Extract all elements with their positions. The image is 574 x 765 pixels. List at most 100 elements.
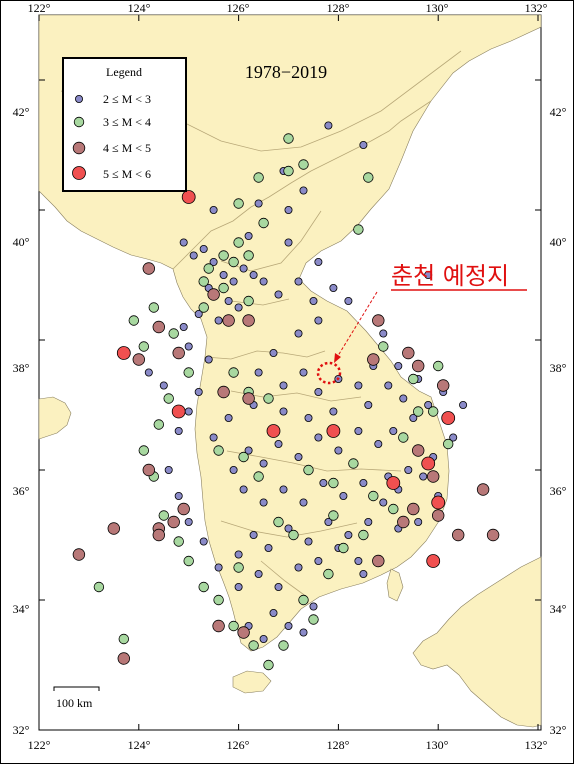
epicenter-m2 (254, 570, 263, 579)
epicenter-m2 (279, 485, 288, 494)
epicenter-m2 (384, 381, 393, 390)
epicenter-m3 (378, 341, 389, 352)
epicenter-m4 (452, 528, 465, 542)
epicenter-m2 (254, 368, 263, 377)
epicenter-m4 (242, 314, 255, 327)
epicenter-m2 (424, 400, 433, 409)
legend-marker-m4 (72, 141, 86, 155)
epicenter-m3 (173, 536, 184, 547)
epicenter-m3 (253, 471, 264, 482)
epicenter-m2 (249, 270, 258, 279)
epicenter-m2 (359, 570, 368, 579)
epicenter-m2 (159, 381, 168, 390)
epicenter-m2 (284, 238, 293, 247)
lat-label-left-40: 40° (13, 235, 30, 249)
scale-bar-label: 100 km (56, 696, 93, 710)
epicenter-m4 (177, 502, 190, 516)
lat-labels-right: 32° 34° 36° 38° 40° 42° (550, 105, 567, 737)
epicenter-m3 (278, 640, 289, 651)
epicenter-m4 (142, 262, 156, 275)
epicenter-m2 (274, 583, 283, 592)
epicenter-m2 (354, 381, 363, 390)
epicenter-m2 (269, 348, 278, 357)
lat-label-right-38: 38° (550, 361, 567, 375)
epicenter-m2 (294, 277, 303, 286)
legend-marker-m2 (75, 95, 84, 104)
epicenter-m4 (402, 346, 415, 360)
epicenter-m2 (184, 342, 193, 351)
epicenter-m2 (314, 387, 323, 396)
lat-label-right-42: 42° (550, 105, 567, 119)
epicenter-m3 (93, 581, 105, 593)
epicenter-m3 (158, 510, 170, 521)
epicenter-m3 (413, 406, 424, 417)
epicenter-m3 (118, 633, 130, 645)
target-site-circle (316, 361, 342, 385)
epicenter-m3 (148, 302, 160, 313)
lon-labels-top: 122° 124° 126° 128° 130° 132° (28, 1, 548, 15)
epicenter-m3 (203, 263, 214, 274)
epicenter-m4 (437, 379, 450, 392)
epicenter-m5 (266, 424, 281, 438)
epicenter-m4 (152, 320, 166, 334)
epicenter-m2 (404, 465, 413, 474)
epicenter-m2 (224, 413, 233, 422)
landmass-tsushima (386, 568, 404, 602)
landmass-japan (412, 556, 542, 728)
epicenter-m4 (242, 392, 255, 405)
epicenter-m3 (338, 542, 349, 554)
legend: Legend 2 ≤ M < 3 3 ≤ M < 4 4 ≤ M < 5 5 ≤… (62, 57, 187, 192)
epicenter-m3 (263, 659, 274, 671)
epicenter-m2 (239, 264, 248, 273)
epicenter-m3 (228, 367, 239, 378)
epicenter-m4 (372, 314, 385, 327)
epicenter-m2 (224, 296, 233, 305)
epicenter-m2 (239, 485, 248, 494)
epicenter-m3 (228, 620, 239, 632)
epicenter-m2 (244, 231, 253, 240)
epicenter-m3 (388, 503, 399, 515)
epicenter-m4 (476, 483, 490, 496)
target-site-label: 춘천 예정지 (391, 262, 509, 290)
epicenter-m2 (339, 491, 348, 500)
map-title: 1978−2019 (245, 62, 327, 82)
epicenter-m3 (218, 250, 229, 261)
epicenter-m3 (263, 393, 274, 404)
epicenter-m2 (394, 361, 403, 370)
epicenter-m3 (363, 172, 374, 183)
epicenter-m2 (164, 465, 173, 474)
epicenter-m2 (284, 524, 293, 533)
epicenter-m3 (328, 477, 339, 489)
epicenter-m3 (198, 302, 209, 313)
epicenter-m4 (397, 515, 410, 529)
scale-bar-line (53, 686, 100, 691)
epicenter-m3 (328, 510, 339, 521)
epicenter-m4 (486, 528, 500, 542)
epicenter-m3 (258, 217, 269, 229)
epicenter-m3 (368, 490, 379, 502)
epicenter-m2 (214, 316, 223, 325)
lon-label-bottom-122: 122° (28, 738, 51, 752)
epicenter-m2 (299, 628, 308, 637)
epicenter-m2 (374, 439, 383, 448)
epicenter-m2 (209, 257, 218, 266)
epicenter-m2 (304, 413, 313, 422)
epicenter-m4 (222, 314, 235, 327)
epicenter-m3 (408, 373, 419, 385)
legend-marker-m3 (73, 116, 85, 128)
epicenter-m2 (334, 446, 343, 455)
border-layer (60, 50, 462, 598)
epicenter-m2 (279, 407, 288, 416)
legend-label-m3: 3 ≤ M < 4 (103, 115, 151, 129)
epicenter-m2 (199, 244, 208, 253)
epicenter-m4 (207, 288, 220, 301)
epicenter-m2 (144, 368, 153, 377)
epicenter-m2 (364, 400, 373, 409)
epicenter-m2 (309, 602, 318, 611)
epicenter-m2 (219, 270, 228, 279)
epicenter-m2 (314, 433, 323, 442)
epicenter-m3 (358, 529, 369, 541)
epicenter-m2 (314, 257, 323, 266)
epicenter-m3 (163, 393, 174, 404)
epicenter-m5 (326, 424, 341, 438)
